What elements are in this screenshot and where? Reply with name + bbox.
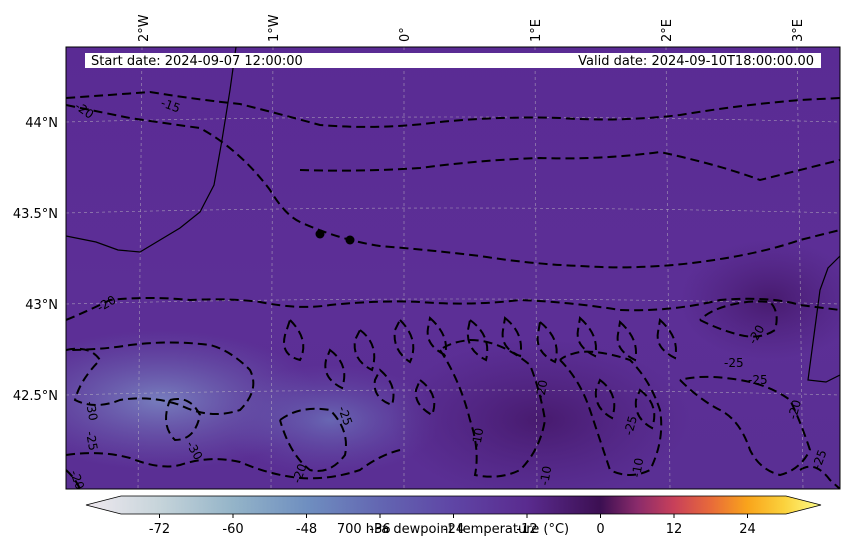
lon-tick-label: 1°W [267, 14, 282, 42]
contour-label: -25 [724, 356, 744, 370]
lon-tick-label: 1°E [529, 19, 544, 42]
contour-label: -30 [83, 400, 100, 422]
start-date-label: Start date: 2024-09-07 12:00:00 [91, 54, 303, 69]
valid-date-label: Valid date: 2024-09-10T18:00:00.00 [578, 54, 814, 69]
lat-tick-label: 44°N [25, 116, 58, 131]
colorbar-ramp [85, 495, 822, 515]
contour-label: -10 [537, 465, 554, 487]
colorbar-tick-label: -24 [443, 522, 464, 537]
coastline [66, 47, 840, 383]
station-marker [315, 229, 325, 239]
lat-tick-label: 43.5°N [13, 207, 58, 222]
colorbar-ticks: -72 -60 -48 -36 -24 -12 0 12 24 [149, 514, 756, 537]
lon-tick-label: 3°E [791, 19, 806, 42]
contour-label: -25 [621, 414, 640, 437]
latitude-ticks: 44°N 43.5°N 43°N 42.5°N [13, 116, 58, 404]
colorbar-title: 700 hPa dewpoint temperature (°C) [337, 522, 569, 537]
date-header-background [85, 53, 821, 68]
colorbar-tick-label: 12 [666, 522, 683, 537]
station-markers [315, 229, 355, 245]
colorbar-tick-label: -36 [369, 522, 390, 537]
colorbar: -72 -60 -48 -36 -24 -12 0 12 24 700 hPa dewpoint… [85, 495, 822, 537]
contour-label: -10 [629, 457, 646, 479]
contour-label: -20 [290, 462, 310, 485]
contour-label: -15 [159, 96, 182, 116]
contour-labels: -15 -20 -20 -20 -25 -25 -25 -30 -30 -25 … [67, 96, 830, 491]
map-panel: -15 -20 -20 -20 -25 -25 -25 -30 -30 -25 … [65, 46, 841, 491]
contour-label: -25 [83, 430, 100, 452]
longitude-ticks: 2°W 1°W 0° 1°E 2°E 3°E [137, 14, 806, 42]
moist-air-region-south [390, 340, 690, 489]
map-frame [65, 46, 841, 490]
lon-tick-label: 2°E [660, 19, 675, 42]
contour-label: -20 [533, 379, 550, 401]
colorbar-tick-label: 0 [596, 522, 604, 537]
colorbar-tick-label: -48 [296, 522, 317, 537]
contour-label: -20 [67, 468, 87, 491]
contour-label: -25 [335, 404, 355, 427]
lat-tick-label: 42.5°N [13, 389, 58, 404]
station-marker [345, 235, 355, 245]
contour-label: -10 [469, 427, 486, 449]
colorbar-tick-label: -72 [149, 522, 170, 537]
contour-label: -25 [810, 448, 830, 471]
dry-air-region-central [220, 365, 440, 475]
contour-label: -25 [748, 373, 768, 387]
dewpoint-contours [66, 90, 840, 489]
date-header: Start date: 2024-09-07 12:00:00 Valid da… [85, 53, 821, 69]
contour-label: -20 [785, 398, 804, 421]
colorbar-tick-label: 24 [739, 522, 756, 537]
colorbar-tick-label: -60 [222, 522, 243, 537]
lon-tick-label: 0° [398, 27, 413, 42]
lat-tick-label: 43°N [25, 298, 58, 313]
colorbar-tick-label: -12 [516, 522, 537, 537]
lon-tick-label: 2°W [137, 14, 152, 42]
